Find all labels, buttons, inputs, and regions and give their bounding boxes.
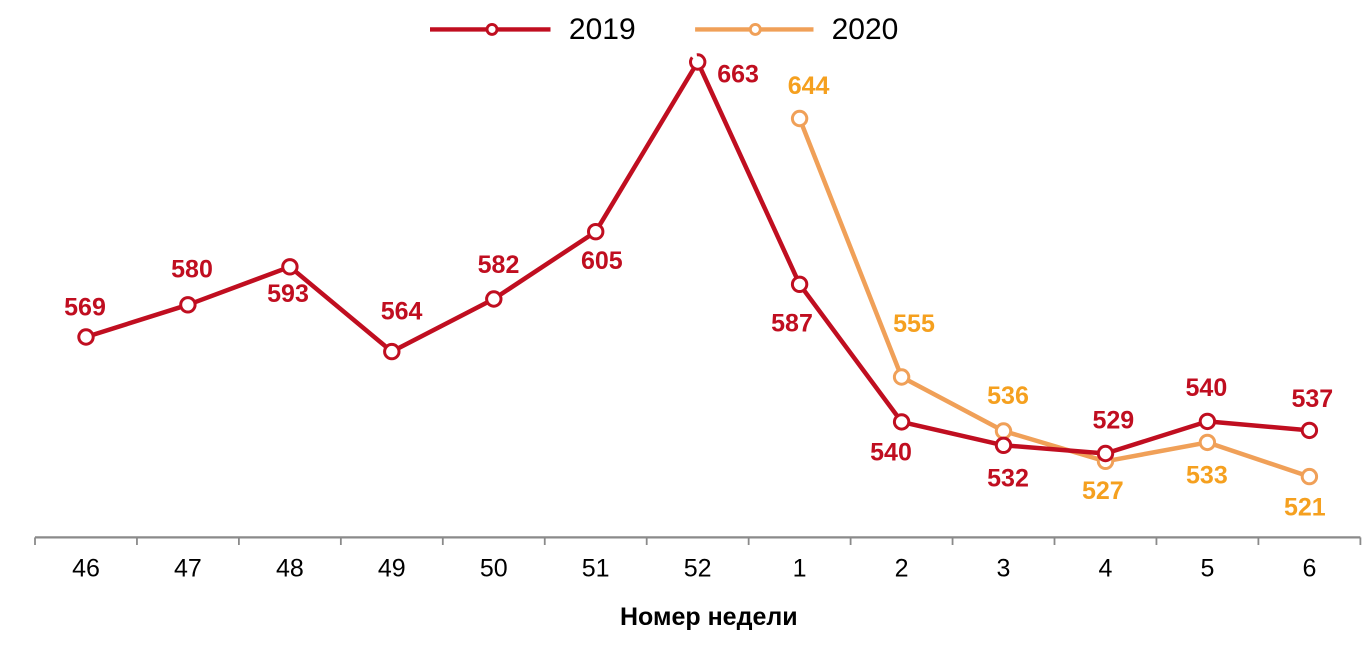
svg-text:1: 1 [793,554,807,582]
svg-text:569: 569 [64,294,106,322]
svg-text:52: 52 [684,554,712,582]
svg-text:49: 49 [378,554,406,582]
svg-text:Номер недели: Номер недели [620,603,798,631]
svg-text:663: 663 [717,60,759,88]
svg-text:46: 46 [72,554,100,582]
svg-text:4: 4 [1099,554,1113,582]
svg-text:527: 527 [1082,477,1124,505]
svg-text:5: 5 [1200,554,1214,582]
svg-text:533: 533 [1186,462,1228,490]
svg-text:2020: 2020 [832,13,899,46]
svg-text:644: 644 [788,72,830,100]
svg-text:2: 2 [895,554,909,582]
svg-text:555: 555 [893,310,935,338]
svg-text:532: 532 [987,464,1029,492]
svg-text:587: 587 [771,310,813,338]
svg-text:605: 605 [581,247,623,275]
svg-text:48: 48 [276,554,304,582]
svg-text:540: 540 [1186,374,1228,402]
svg-text:2019: 2019 [569,13,636,46]
svg-text:593: 593 [267,280,309,308]
svg-text:521: 521 [1284,494,1326,522]
svg-text:582: 582 [478,251,520,279]
svg-text:50: 50 [480,554,508,582]
svg-text:564: 564 [381,297,423,325]
svg-text:3: 3 [997,554,1011,582]
svg-text:47: 47 [174,554,202,582]
svg-text:51: 51 [582,554,610,582]
svg-text:529: 529 [1092,406,1134,434]
svg-text:536: 536 [987,382,1029,410]
svg-text:6: 6 [1302,554,1316,582]
svg-text:540: 540 [870,438,912,466]
svg-text:537: 537 [1291,385,1333,413]
svg-text:580: 580 [171,255,213,283]
